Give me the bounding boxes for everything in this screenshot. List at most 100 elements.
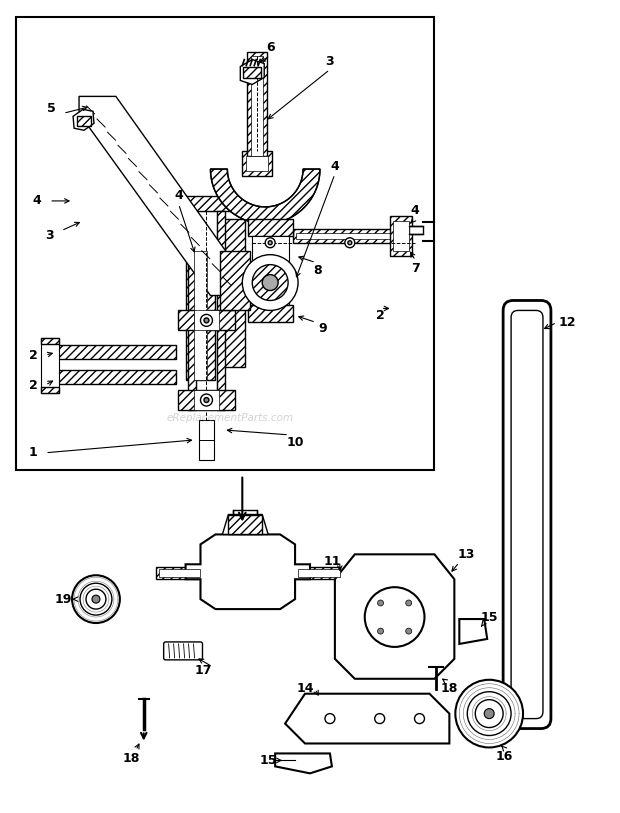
Bar [193,311,219,330]
Text: 4: 4 [330,159,339,172]
Polygon shape [185,534,310,609]
Text: eReplacementParts.com: eReplacementParts.com [167,413,294,423]
FancyBboxPatch shape [503,301,551,728]
Circle shape [86,589,106,609]
Text: 18: 18 [122,752,140,765]
Polygon shape [210,169,320,224]
Bar [16,17,435,470]
Text: 17: 17 [195,664,212,677]
Bar [195,211,218,410]
Bar [252,236,289,306]
Bar [56,346,175,359]
Text: 15: 15 [480,611,498,624]
Bar [246,156,268,171]
Text: 6: 6 [266,41,275,54]
Bar [248,219,293,236]
Bar [218,211,226,410]
Bar [293,228,392,243]
Circle shape [265,237,275,248]
Circle shape [262,275,278,290]
Text: 3: 3 [326,55,334,68]
Bar [193,390,219,410]
Circle shape [72,576,120,623]
Text: 13: 13 [458,548,475,561]
Text: 8: 8 [314,264,322,277]
Bar [247,51,267,156]
Bar [41,338,59,393]
Polygon shape [73,109,94,130]
Bar [220,306,246,367]
Bar [41,338,59,344]
Text: 16: 16 [495,750,513,763]
Text: 2: 2 [376,309,385,322]
Bar [177,196,236,211]
Circle shape [378,600,384,606]
Bar [220,219,246,280]
Bar [77,116,91,126]
Text: 5: 5 [46,102,56,115]
Bar [198,420,215,460]
Circle shape [484,709,494,719]
Bar [193,250,208,380]
Polygon shape [275,754,332,773]
Circle shape [80,583,112,615]
Text: 14: 14 [296,682,314,695]
Circle shape [467,692,511,736]
Bar [233,510,257,529]
Circle shape [325,714,335,724]
Bar [409,226,423,234]
Text: 12: 12 [558,316,575,329]
Polygon shape [79,97,246,295]
Polygon shape [223,515,268,534]
Circle shape [92,595,100,603]
Circle shape [200,315,213,326]
Bar [41,387,59,393]
Text: 18: 18 [441,682,458,695]
Bar [248,306,293,323]
Bar [188,211,195,410]
Circle shape [455,680,523,747]
Text: 4: 4 [33,194,42,207]
Text: 11: 11 [323,554,340,567]
Polygon shape [335,554,454,679]
Circle shape [204,318,209,323]
Circle shape [415,714,425,724]
Circle shape [476,700,503,728]
Bar [243,67,261,79]
Bar [298,569,340,577]
Bar [392,221,409,250]
Text: 15: 15 [259,754,277,767]
Bar [251,55,264,156]
Bar [56,370,175,384]
Bar [228,515,262,534]
Polygon shape [241,59,264,85]
Text: 4: 4 [410,204,419,217]
Text: 3: 3 [45,229,53,242]
Text: 1: 1 [29,446,38,459]
Polygon shape [285,693,450,743]
Circle shape [365,587,425,647]
Circle shape [405,628,412,634]
Bar [159,569,200,577]
Text: 9: 9 [319,322,327,335]
FancyBboxPatch shape [164,642,203,660]
Text: 2: 2 [29,379,38,392]
Circle shape [378,628,384,634]
Bar [389,216,412,255]
Circle shape [200,394,213,406]
Bar [177,390,236,410]
Text: 10: 10 [286,437,304,450]
Bar [296,233,389,239]
Text: 7: 7 [411,262,420,275]
Bar [295,567,340,579]
Bar [220,250,250,311]
Circle shape [374,714,384,724]
Circle shape [345,237,355,248]
Text: 2: 2 [29,349,38,362]
Bar [177,311,236,330]
Bar [156,567,200,579]
Text: 19: 19 [55,593,72,606]
Text: 4: 4 [174,189,183,202]
Bar [185,250,215,380]
Circle shape [348,241,352,245]
